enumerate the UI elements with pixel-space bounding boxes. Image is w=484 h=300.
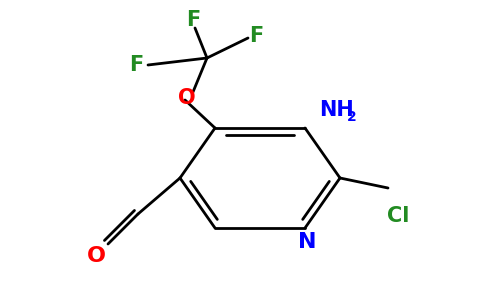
Text: F: F (129, 55, 143, 75)
Text: O: O (178, 88, 196, 108)
Text: F: F (249, 26, 263, 46)
Text: NH: NH (319, 100, 354, 120)
Text: 2: 2 (347, 110, 357, 124)
Text: Cl: Cl (387, 206, 409, 226)
Text: F: F (186, 10, 200, 30)
Text: N: N (298, 232, 316, 252)
Text: O: O (87, 246, 106, 266)
